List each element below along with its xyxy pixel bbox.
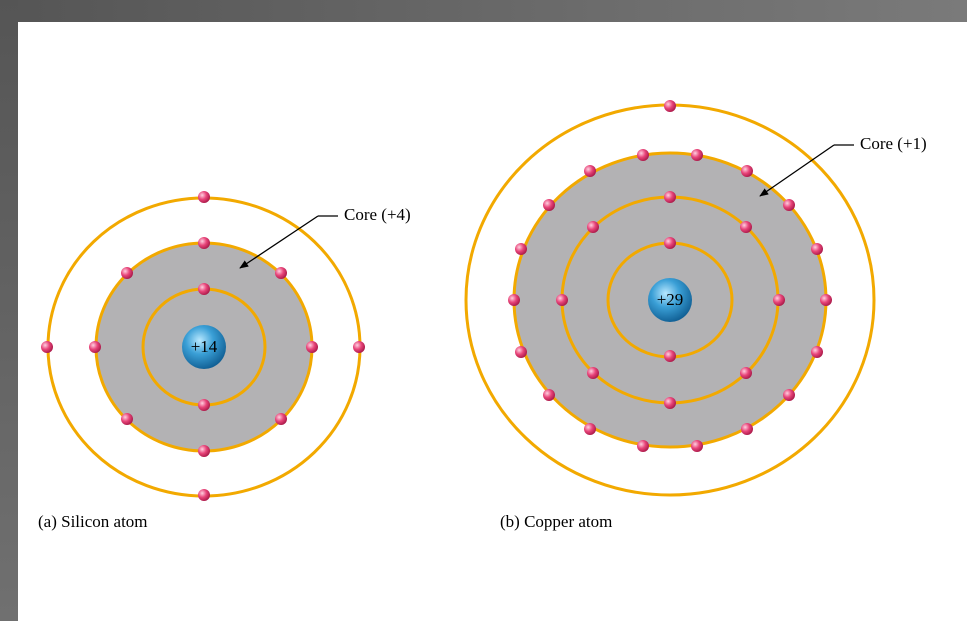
electron	[584, 165, 596, 177]
electron	[198, 489, 210, 501]
electron	[820, 294, 832, 306]
electron	[811, 243, 823, 255]
core-label: Core (+4)	[344, 205, 411, 224]
electron	[637, 440, 649, 452]
electron	[41, 341, 53, 353]
electron	[664, 397, 676, 409]
electron	[508, 294, 520, 306]
electron	[353, 341, 365, 353]
electron	[306, 341, 318, 353]
electron	[543, 199, 555, 211]
electron	[741, 423, 753, 435]
electron	[783, 389, 795, 401]
electron	[664, 191, 676, 203]
nucleus	[648, 278, 692, 322]
electron	[121, 413, 133, 425]
electron	[584, 423, 596, 435]
electron	[740, 367, 752, 379]
electron	[543, 389, 555, 401]
core-pointer	[239, 215, 319, 269]
electron	[198, 283, 210, 295]
nucleus	[182, 325, 226, 369]
electron	[691, 440, 703, 452]
electron	[89, 341, 101, 353]
electron	[556, 294, 568, 306]
top-border	[0, 0, 967, 22]
electron	[198, 445, 210, 457]
electron	[198, 237, 210, 249]
caption: (b) Copper atom	[500, 512, 612, 531]
electron	[587, 367, 599, 379]
electron	[515, 346, 527, 358]
electron	[515, 243, 527, 255]
electron	[691, 149, 703, 161]
core-pointer	[759, 144, 835, 197]
electron	[664, 350, 676, 362]
electron	[587, 221, 599, 233]
left-border	[0, 0, 18, 621]
electron	[664, 100, 676, 112]
electron	[637, 149, 649, 161]
electron	[664, 237, 676, 249]
atoms: +14 Core (+4) (a) Silicon atom +29 Core (+1)…	[38, 100, 927, 531]
electron	[811, 346, 823, 358]
electron	[740, 221, 752, 233]
nucleus-charge: +29	[657, 290, 684, 309]
electron	[783, 199, 795, 211]
electron	[275, 413, 287, 425]
electron	[198, 191, 210, 203]
electron	[121, 267, 133, 279]
electron	[275, 267, 287, 279]
caption: (a) Silicon atom	[38, 512, 148, 531]
core-label: Core (+1)	[860, 134, 927, 153]
nucleus-charge: +14	[191, 337, 218, 356]
electron	[198, 399, 210, 411]
electron	[741, 165, 753, 177]
electron	[773, 294, 785, 306]
